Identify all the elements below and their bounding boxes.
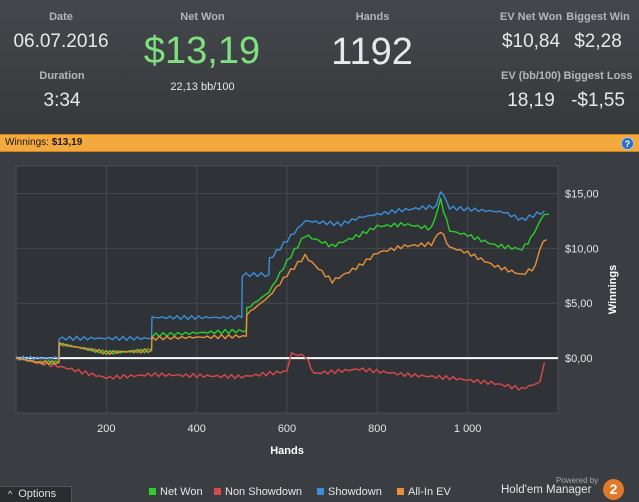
legend-swatch	[317, 488, 324, 495]
net-won-label: Net Won	[180, 11, 225, 23]
legend-net-won[interactable]: Net Won	[149, 486, 203, 498]
help-icon[interactable]: ?	[621, 137, 634, 150]
winnings-label: Winnings:	[5, 137, 49, 148]
brand-name: Hold'em Manager	[501, 484, 592, 496]
winnings-bar: Winnings: $13,19 ?	[0, 134, 639, 152]
legend-label: Non Showdown	[225, 486, 303, 498]
winnings-value: $13,19	[51, 137, 83, 148]
legend-allin-ev[interactable]: All-In EV	[397, 486, 451, 498]
legend-showdown[interactable]: Showdown	[317, 486, 382, 498]
biggest-loss-label: Biggest Loss	[563, 70, 633, 82]
x-tick-label: 800	[368, 423, 386, 435]
ev-net-won-label: EV Net Won	[499, 11, 563, 23]
powered-by-text: Powered by	[556, 476, 599, 485]
options-button[interactable]: ^ Options	[0, 486, 72, 502]
x-tick-label: 200	[97, 423, 115, 435]
legend-label: Net Won	[160, 486, 203, 498]
x-axis-title: Hands	[270, 445, 304, 457]
y-tick-label: $15,00	[565, 188, 599, 200]
legend-swatch	[149, 488, 156, 495]
bb-per-100-value: 22,13 bb/100	[170, 81, 235, 93]
winnings-chart: 200 400 600 800 1 000 $0,00 $5,00 $10,00 $15,00 H…	[0, 153, 639, 478]
ev-net-won-value: $10,84	[501, 31, 561, 52]
brand-logo: 2	[603, 479, 624, 500]
y-tick-label: $5,00	[565, 298, 593, 310]
legend-label: Showdown	[328, 486, 382, 498]
footer-bar: ^ Options Net Won Non Showdown Showdown A…	[0, 476, 639, 502]
winnings-chart-svg: 200 400 600 800 1 000 $0,00 $5,00 $10,00 $15,00 H…	[15, 165, 619, 457]
biggest-loss-value: -$1,55	[571, 90, 625, 111]
hands-label: Hands	[355, 11, 390, 23]
legend-label: All-In EV	[408, 486, 451, 498]
series-line-all-in-ev	[15, 231, 548, 366]
chevron-up-icon: ^	[8, 489, 13, 499]
y-tick-label: $0,00	[565, 353, 593, 365]
duration-value: 3:34	[43, 90, 81, 111]
options-label: Options	[18, 488, 57, 500]
session-stats-panel: Date 06.07.2016 Duration 3:34 Net Won $1…	[0, 0, 639, 134]
net-won-value: $13,19	[143, 30, 261, 72]
ev-bb-label: EV (bb/100)	[501, 70, 561, 82]
biggest-win-label: Biggest Win	[566, 11, 630, 23]
series-line-net-won	[15, 197, 550, 366]
duration-label: Duration	[39, 70, 85, 82]
y-tick-label: $10,00	[565, 243, 599, 255]
ev-bb-value: 18,19	[507, 90, 555, 111]
series-line-non-showdown	[15, 352, 546, 391]
legend-swatch	[214, 488, 221, 495]
series-line-showdown	[15, 191, 545, 361]
hands-value: 1192	[331, 31, 413, 73]
y-axis-title: Winnings	[607, 265, 619, 314]
x-tick-label: 600	[278, 423, 296, 435]
date-label: Date	[49, 11, 73, 23]
x-tick-label: 1 000	[454, 423, 482, 435]
legend-non-showdown[interactable]: Non Showdown	[214, 486, 302, 498]
biggest-win-value: $2,28	[574, 31, 622, 52]
legend-swatch	[397, 488, 404, 495]
x-tick-label: 400	[187, 423, 205, 435]
date-value: 06.07.2016	[13, 31, 109, 52]
